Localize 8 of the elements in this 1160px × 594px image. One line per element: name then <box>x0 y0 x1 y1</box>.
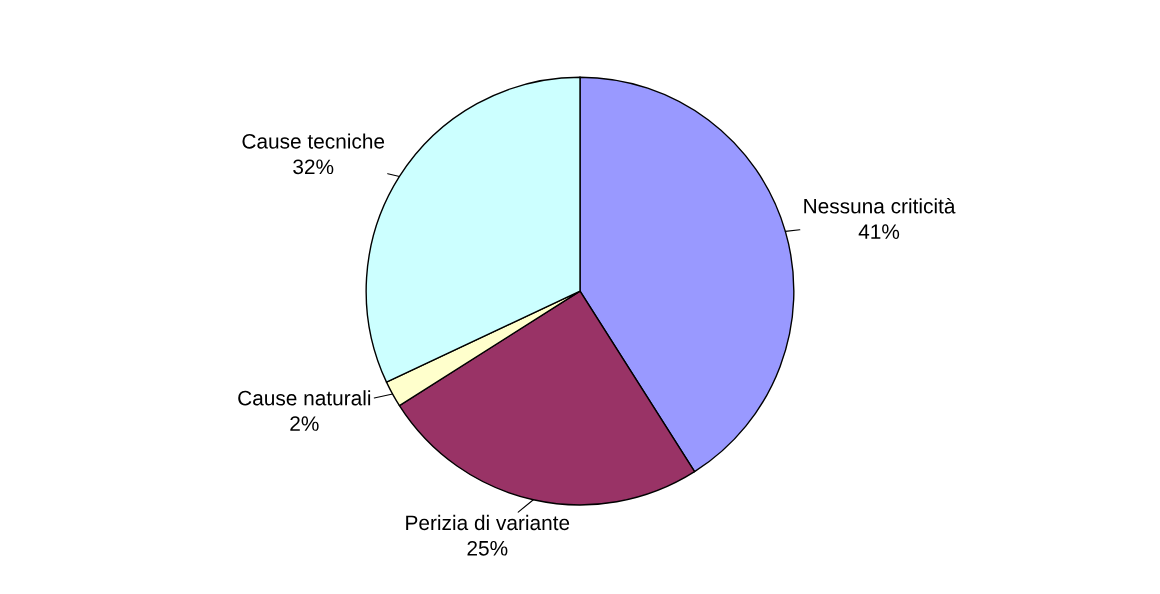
data-label: 2% <box>290 416 319 431</box>
data-label: 25% <box>467 540 508 556</box>
data-label: 32% <box>293 159 334 175</box>
slice-label: Perizia di variante <box>406 514 570 531</box>
slice-label: Cause tecniche <box>242 133 385 149</box>
data-label: 41% <box>858 224 900 239</box>
slice-label: Cause naturali <box>238 390 371 406</box>
slice-label: Nessuna criticità <box>804 197 956 214</box>
